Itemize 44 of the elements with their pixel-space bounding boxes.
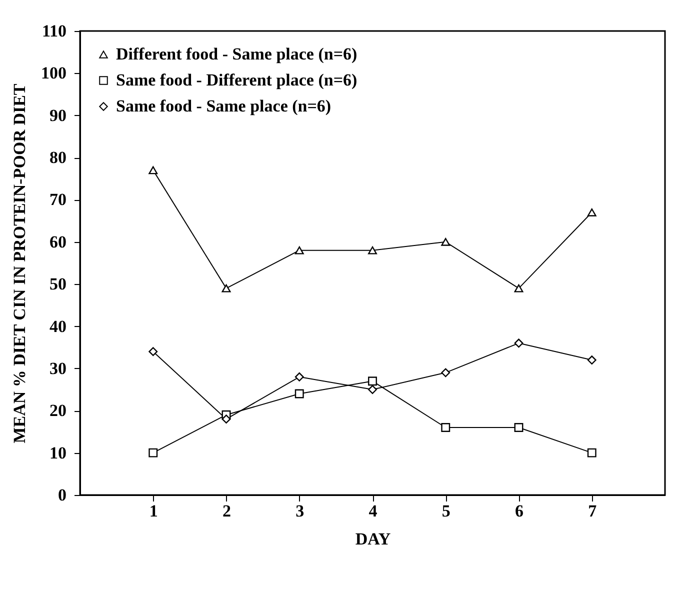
legend-label: Same food - Same place (n=6) [116, 96, 332, 116]
y-tick-label: 30 [50, 358, 66, 378]
y-tick-label: 50 [50, 274, 66, 294]
x-tick-label: 4 [368, 502, 378, 520]
point [148, 166, 158, 174]
y-tick-label: 80 [50, 148, 66, 168]
y-tick-label: 20 [50, 401, 66, 420]
x-axis-title: DAY [355, 530, 391, 548]
point [441, 423, 450, 432]
point [587, 356, 596, 364]
y-tick-label: 110 [42, 22, 66, 40]
y-tick-label: 0 [58, 486, 66, 504]
x-tick-label: 2 [222, 502, 231, 520]
point [222, 414, 231, 424]
point [587, 208, 596, 216]
point [441, 368, 450, 378]
point [368, 385, 377, 394]
point [587, 448, 596, 458]
point [368, 246, 377, 254]
point [368, 376, 377, 386]
point [222, 284, 231, 292]
x-tick-label: 7 [588, 502, 598, 520]
x-tick-label: 3 [296, 502, 304, 520]
point [294, 389, 304, 398]
x-tick-label: 1 [149, 502, 158, 520]
legend-label: Same food - Different place (n=6) [116, 70, 358, 90]
point [514, 338, 524, 348]
point [514, 423, 524, 432]
point [294, 372, 304, 382]
y-tick-label: 10 [50, 443, 66, 462]
x-tick-label: 6 [515, 502, 524, 520]
y-axis-title: MEAN % DIET CIN IN PROTEIN-POOR DIET [10, 83, 29, 444]
y-tick-label: 70 [50, 190, 66, 210]
point [441, 238, 450, 246]
y-tick-label: 40 [50, 316, 66, 336]
point [148, 448, 158, 458]
y-tick-label: 60 [50, 232, 66, 252]
legend-label: Different food - Same place (n=6) [116, 44, 358, 64]
y-tick-label: 90 [50, 106, 66, 125]
point [294, 246, 304, 254]
x-tick-label: 5 [442, 502, 450, 520]
point [148, 347, 158, 356]
y-tick-label: 100 [41, 64, 66, 83]
point [514, 284, 524, 292]
